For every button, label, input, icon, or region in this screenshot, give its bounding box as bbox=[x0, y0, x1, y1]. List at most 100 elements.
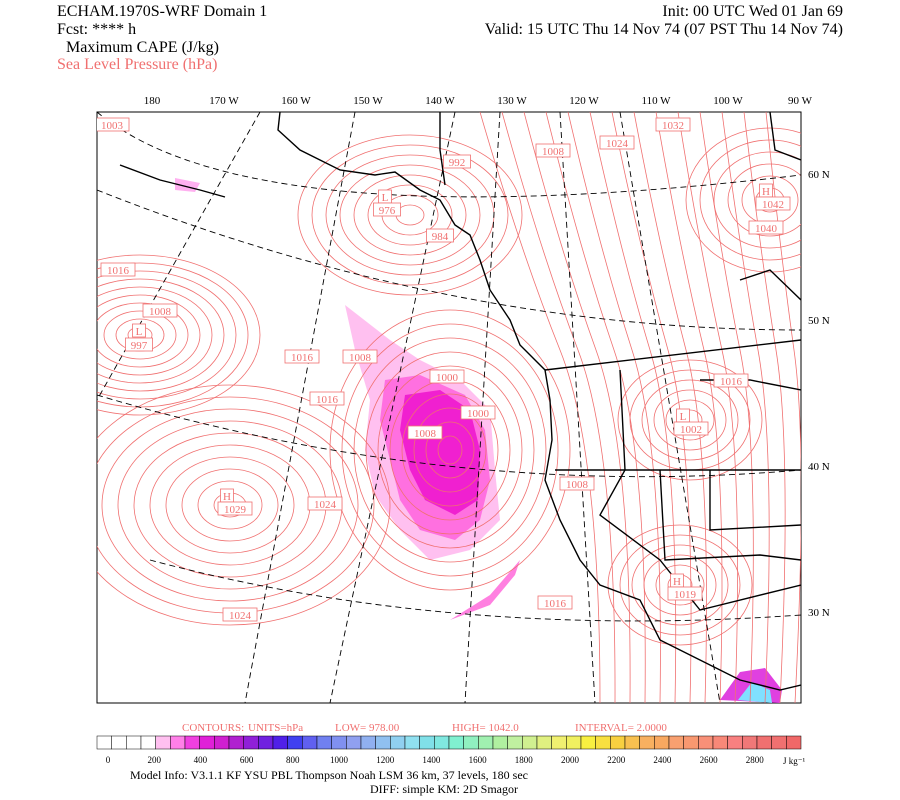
label-box bbox=[217, 501, 253, 516]
contour-interval: INTERVAL= 2.0000 bbox=[575, 722, 667, 734]
pressure-label: H bbox=[223, 491, 231, 503]
colorbar-cell bbox=[199, 735, 215, 750]
colorbar-cell bbox=[610, 735, 626, 750]
colorbar-cell bbox=[287, 735, 303, 750]
pressure-label: L bbox=[680, 411, 687, 423]
colorbar-tick-label: 200 bbox=[147, 755, 161, 765]
colorbar-cell bbox=[698, 735, 714, 750]
label-box bbox=[667, 586, 703, 601]
colorbar-cell bbox=[595, 735, 611, 750]
footer-diff: DIFF: simple KM: 2D Smagor bbox=[370, 782, 518, 796]
border bbox=[439, 112, 446, 186]
isobar bbox=[97, 302, 189, 368]
colorbar-cell bbox=[170, 735, 186, 750]
colorbar-cell bbox=[228, 735, 244, 750]
isobar bbox=[103, 310, 177, 360]
pressure-contours bbox=[97, 112, 801, 703]
colorbar-tick-label: 1800 bbox=[515, 755, 534, 765]
border bbox=[659, 469, 801, 561]
colorbar-tick-label: 400 bbox=[194, 755, 208, 765]
colorbar-tick-label: 2800 bbox=[746, 755, 765, 765]
pressure-label: 1000 bbox=[436, 372, 459, 384]
isobar bbox=[501, 112, 616, 703]
label-box bbox=[748, 220, 784, 235]
colorbar-cell bbox=[771, 735, 787, 750]
isobar bbox=[377, 365, 523, 535]
colorbar-cell bbox=[668, 735, 684, 750]
colorbar-cell bbox=[448, 735, 464, 750]
coastline bbox=[769, 112, 801, 161]
isobar bbox=[425, 421, 475, 479]
colorbar-cell bbox=[478, 735, 494, 750]
lat-label: 40 N bbox=[808, 461, 830, 473]
colorbar-tick-label: 2600 bbox=[700, 755, 719, 765]
lon-line bbox=[244, 112, 356, 703]
isobar bbox=[353, 174, 467, 256]
pressure-label: 1016 bbox=[291, 352, 314, 364]
label-box bbox=[599, 135, 635, 150]
footer-model-info: Model Info: V3.1.1 KF YSU PBL Thompson N… bbox=[130, 768, 528, 782]
isobar bbox=[297, 134, 523, 296]
isobar bbox=[721, 112, 770, 703]
pressure-label: 1032 bbox=[662, 120, 684, 132]
isobar bbox=[437, 435, 463, 465]
colorbar-cell bbox=[712, 735, 728, 750]
isobar bbox=[365, 351, 535, 549]
lon-label: 110 W bbox=[641, 95, 671, 107]
colorbar-cell bbox=[155, 735, 171, 750]
label-box bbox=[132, 323, 146, 338]
pressure-label: H bbox=[762, 186, 770, 198]
isobar bbox=[165, 456, 295, 554]
label-box bbox=[373, 202, 401, 217]
colorbar-tick-label: 600 bbox=[240, 755, 254, 765]
label-box bbox=[535, 143, 571, 158]
label-box bbox=[284, 349, 320, 364]
label-box bbox=[309, 391, 345, 406]
lat-label: 60 N bbox=[808, 169, 830, 181]
colorbar-cell bbox=[536, 735, 552, 750]
colorbar-cell bbox=[742, 735, 758, 750]
label-box bbox=[142, 303, 178, 318]
isobar bbox=[97, 286, 213, 384]
colorbar-cell bbox=[492, 735, 508, 750]
colorbar-cell bbox=[331, 735, 347, 750]
pressure-label: 1024 bbox=[606, 138, 629, 150]
lon-label: 170 W bbox=[209, 95, 239, 107]
cape-high bbox=[400, 390, 480, 515]
isobar bbox=[97, 270, 237, 400]
isobar bbox=[641, 379, 739, 461]
isobar bbox=[619, 534, 741, 636]
colorbar-cell bbox=[507, 735, 523, 750]
lat-line bbox=[97, 189, 801, 331]
isobar bbox=[97, 254, 261, 416]
coastlines bbox=[119, 112, 801, 691]
isobar bbox=[101, 408, 359, 602]
colorbar-cell bbox=[272, 735, 288, 750]
label-box bbox=[97, 117, 130, 132]
lon-label: 140 W bbox=[425, 95, 455, 107]
pressure-label: 1008 bbox=[414, 428, 437, 440]
colorbar-cell bbox=[786, 735, 802, 750]
lat-line bbox=[97, 112, 801, 198]
isobar bbox=[97, 384, 391, 626]
pressure-label: 1040 bbox=[755, 223, 778, 235]
contour-low: LOW= 978.00 bbox=[335, 722, 400, 734]
pressure-label: 1003 bbox=[101, 120, 124, 132]
label-box bbox=[460, 405, 496, 420]
border bbox=[599, 369, 801, 611]
label-box bbox=[655, 117, 691, 132]
colorbar-tick-label: 1000 bbox=[330, 755, 349, 765]
pressure-label: 997 bbox=[131, 340, 148, 352]
colorbar-cell bbox=[551, 735, 567, 750]
pressure-label: 1016 bbox=[316, 394, 339, 406]
lon-line bbox=[97, 112, 261, 401]
lon-line bbox=[464, 112, 501, 703]
lon-label: 150 W bbox=[353, 95, 383, 107]
colorbar-cell bbox=[214, 735, 230, 750]
isobar bbox=[413, 407, 487, 493]
pressure-label: L bbox=[136, 326, 143, 338]
isobar bbox=[633, 112, 707, 703]
colorbar-cell bbox=[639, 735, 655, 750]
labels: CONTOURS: UNITS=hPa LOW= 978.00 HIGH= 10… bbox=[96, 95, 830, 796]
